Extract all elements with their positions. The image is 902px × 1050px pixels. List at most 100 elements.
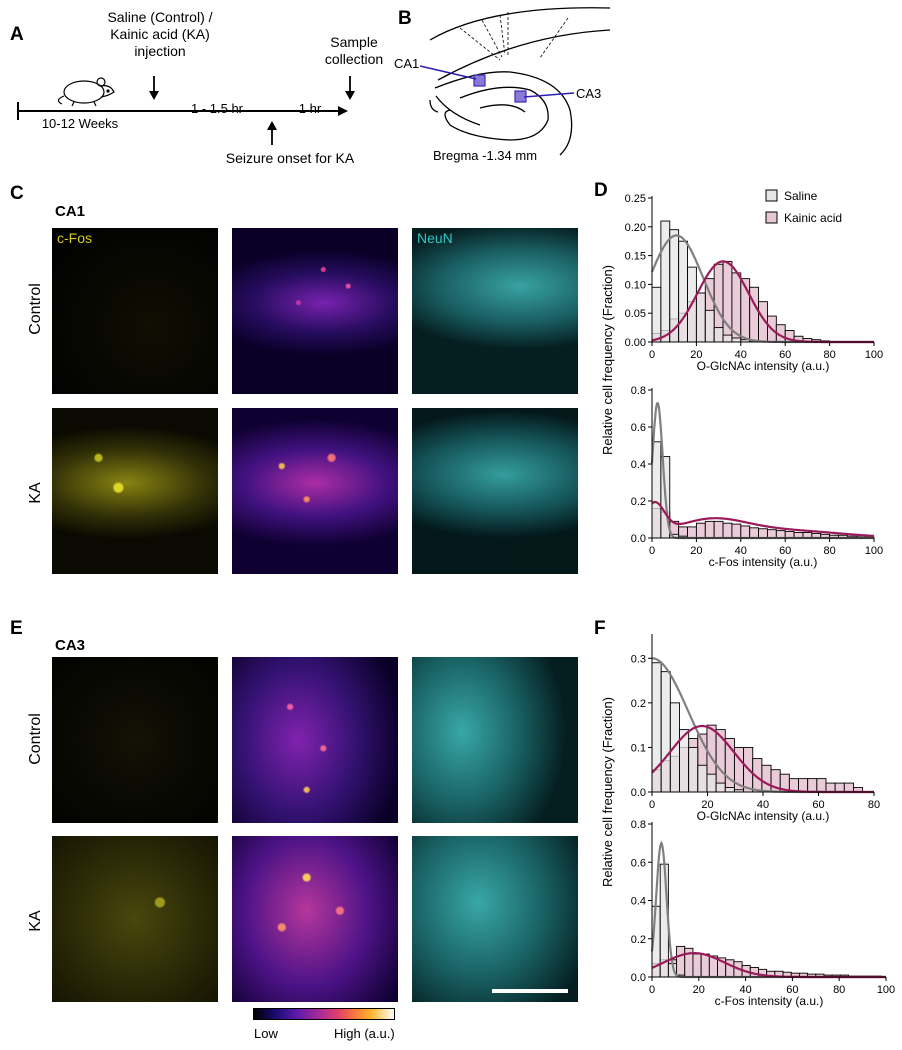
injection-label: Saline (Control) / Kainic acid (KA) inje…: [107, 9, 213, 59]
timeline-graphic: [17, 76, 355, 145]
ca3-ka-oglcnac-image: [232, 836, 398, 1002]
legend-label: Kainic acid: [784, 211, 842, 225]
bar-kainic: [695, 522, 706, 539]
y-tick-label: 0.05: [625, 308, 646, 320]
bar-saline: [713, 327, 724, 343]
ca3-control-neun-image: [412, 657, 578, 823]
bar-saline: [724, 787, 735, 793]
ca1-label: CA1: [394, 56, 420, 71]
y-tick-label: 0.15: [625, 251, 646, 263]
bar-saline: [695, 292, 706, 343]
interval-label-1: 1 - 1.5 hr: [190, 101, 244, 116]
x-tick-label: 60: [786, 984, 798, 996]
bar-kainic: [798, 778, 809, 793]
sample-arrow: [345, 91, 355, 100]
y-tick-label: 0.1: [631, 742, 646, 754]
bar-saline: [697, 764, 708, 793]
mouse-icon: [57, 77, 115, 107]
y-tick-label: 0.3: [631, 653, 646, 665]
ca1-control-neun-image: [412, 228, 578, 394]
ca1-row-label-ka: KA: [27, 482, 44, 504]
bar-kainic: [758, 528, 768, 539]
y-tick-label: 0.25: [625, 193, 646, 205]
x-tick-label: 40: [757, 799, 769, 811]
x-tick-label: 20: [693, 984, 705, 996]
bar-kainic: [749, 527, 760, 539]
colorbar-high-label: High (a.u.): [334, 1026, 395, 1041]
ca3-label: CA3: [576, 86, 602, 101]
ca1-ka-neun-image: [412, 408, 578, 574]
y-tick-label: 0.2: [631, 698, 646, 710]
bar-kainic: [816, 778, 827, 793]
legend-swatch: [765, 189, 778, 202]
bar-kainic: [775, 530, 786, 539]
bar-kainic: [740, 525, 751, 539]
ca3-control-cfos-image: [52, 657, 218, 823]
chart-F-top: [648, 634, 875, 796]
panel-label-c: C: [10, 183, 24, 204]
bar-kainic: [761, 764, 772, 793]
panel-label-e: E: [10, 618, 23, 639]
injection-arrow: [149, 91, 159, 100]
x-tick-label: 0: [649, 984, 655, 996]
ca1-control-oglcnac-image: [232, 228, 398, 394]
y-tick-label: 0.0: [631, 972, 646, 984]
bar-kainic: [676, 945, 686, 978]
ca1-region-title: CA1: [55, 203, 86, 220]
x-tick-label: 80: [823, 349, 835, 361]
interval-label-2: 1 hr: [298, 101, 322, 116]
y-axis-label: Relative cell frequency (Fraction): [600, 265, 615, 455]
bar-kainic: [834, 782, 845, 793]
x-tick-label: 100: [865, 349, 883, 361]
y-tick-label: 0.8: [631, 819, 646, 831]
y-tick-label: 0.8: [631, 385, 646, 397]
bar-kainic: [731, 523, 742, 539]
x-tick-label: 0: [649, 799, 655, 811]
bar-saline: [704, 309, 715, 343]
x-tick-label: 20: [701, 799, 713, 811]
ca1-row-label-control: Control: [27, 283, 44, 335]
chart-F-bottom: [648, 822, 887, 981]
y-tick-label: 0.2: [631, 496, 646, 508]
ca1-ka-oglcnac-image: [232, 408, 398, 574]
histogram-charts: 0.000.050.100.150.200.250 20 40 60 80 100O-Gl…: [600, 189, 895, 1008]
seizure-label: Seizure onset for KA: [225, 150, 355, 166]
cfos-channel-label: c-Fos: [57, 230, 92, 246]
y-axis-label: Relative cell frequency (Fraction): [600, 697, 615, 887]
x-tick-label: 60: [779, 545, 791, 557]
ca3-region-title: CA3: [55, 637, 86, 654]
bar-kainic: [700, 953, 710, 978]
bar-kainic: [713, 520, 724, 539]
ca3-ka-cfos-image: [52, 836, 218, 1002]
timeline-arrowhead: [338, 106, 348, 116]
ca3-row-label-ka: KA: [27, 910, 44, 932]
y-tick-label: 0.00: [625, 337, 646, 349]
colorbar-gradient: [253, 1008, 395, 1020]
bar-kainic: [687, 526, 697, 539]
ca3-control-oglcnac-image: [232, 657, 398, 823]
bar-kainic: [807, 778, 818, 793]
bar-saline: [660, 671, 671, 793]
panel-label-d: D: [594, 180, 608, 201]
y-tick-label: 0.0: [631, 787, 646, 799]
bar-kainic: [722, 522, 733, 539]
x-axis-label: O-GlcNAc intensity (a.u.): [697, 359, 830, 373]
hippocampus-diagram: [419, 7, 610, 156]
ca1-control-cfos-image: [52, 228, 218, 394]
bar-saline: [722, 334, 733, 343]
y-tick-label: 0.20: [625, 222, 646, 234]
x-tick-label: 20: [690, 349, 702, 361]
bar-saline: [678, 240, 688, 343]
ca1-ka-cfos-image: [52, 408, 218, 574]
y-tick-label: 0.6: [631, 422, 646, 434]
chart-D-bottom: [648, 388, 875, 542]
sample-label: Sample collection: [324, 34, 384, 67]
x-tick-label: 0: [649, 349, 655, 361]
neun-channel-label: NeuN: [417, 230, 453, 246]
bar-saline: [706, 773, 717, 793]
x-axis-label: O-GlcNAc intensity (a.u.): [697, 809, 830, 823]
x-tick-label: 40: [739, 984, 751, 996]
x-tick-label: 100: [877, 984, 895, 996]
y-tick-label: 0.0: [631, 533, 646, 545]
x-tick-label: 60: [779, 349, 791, 361]
